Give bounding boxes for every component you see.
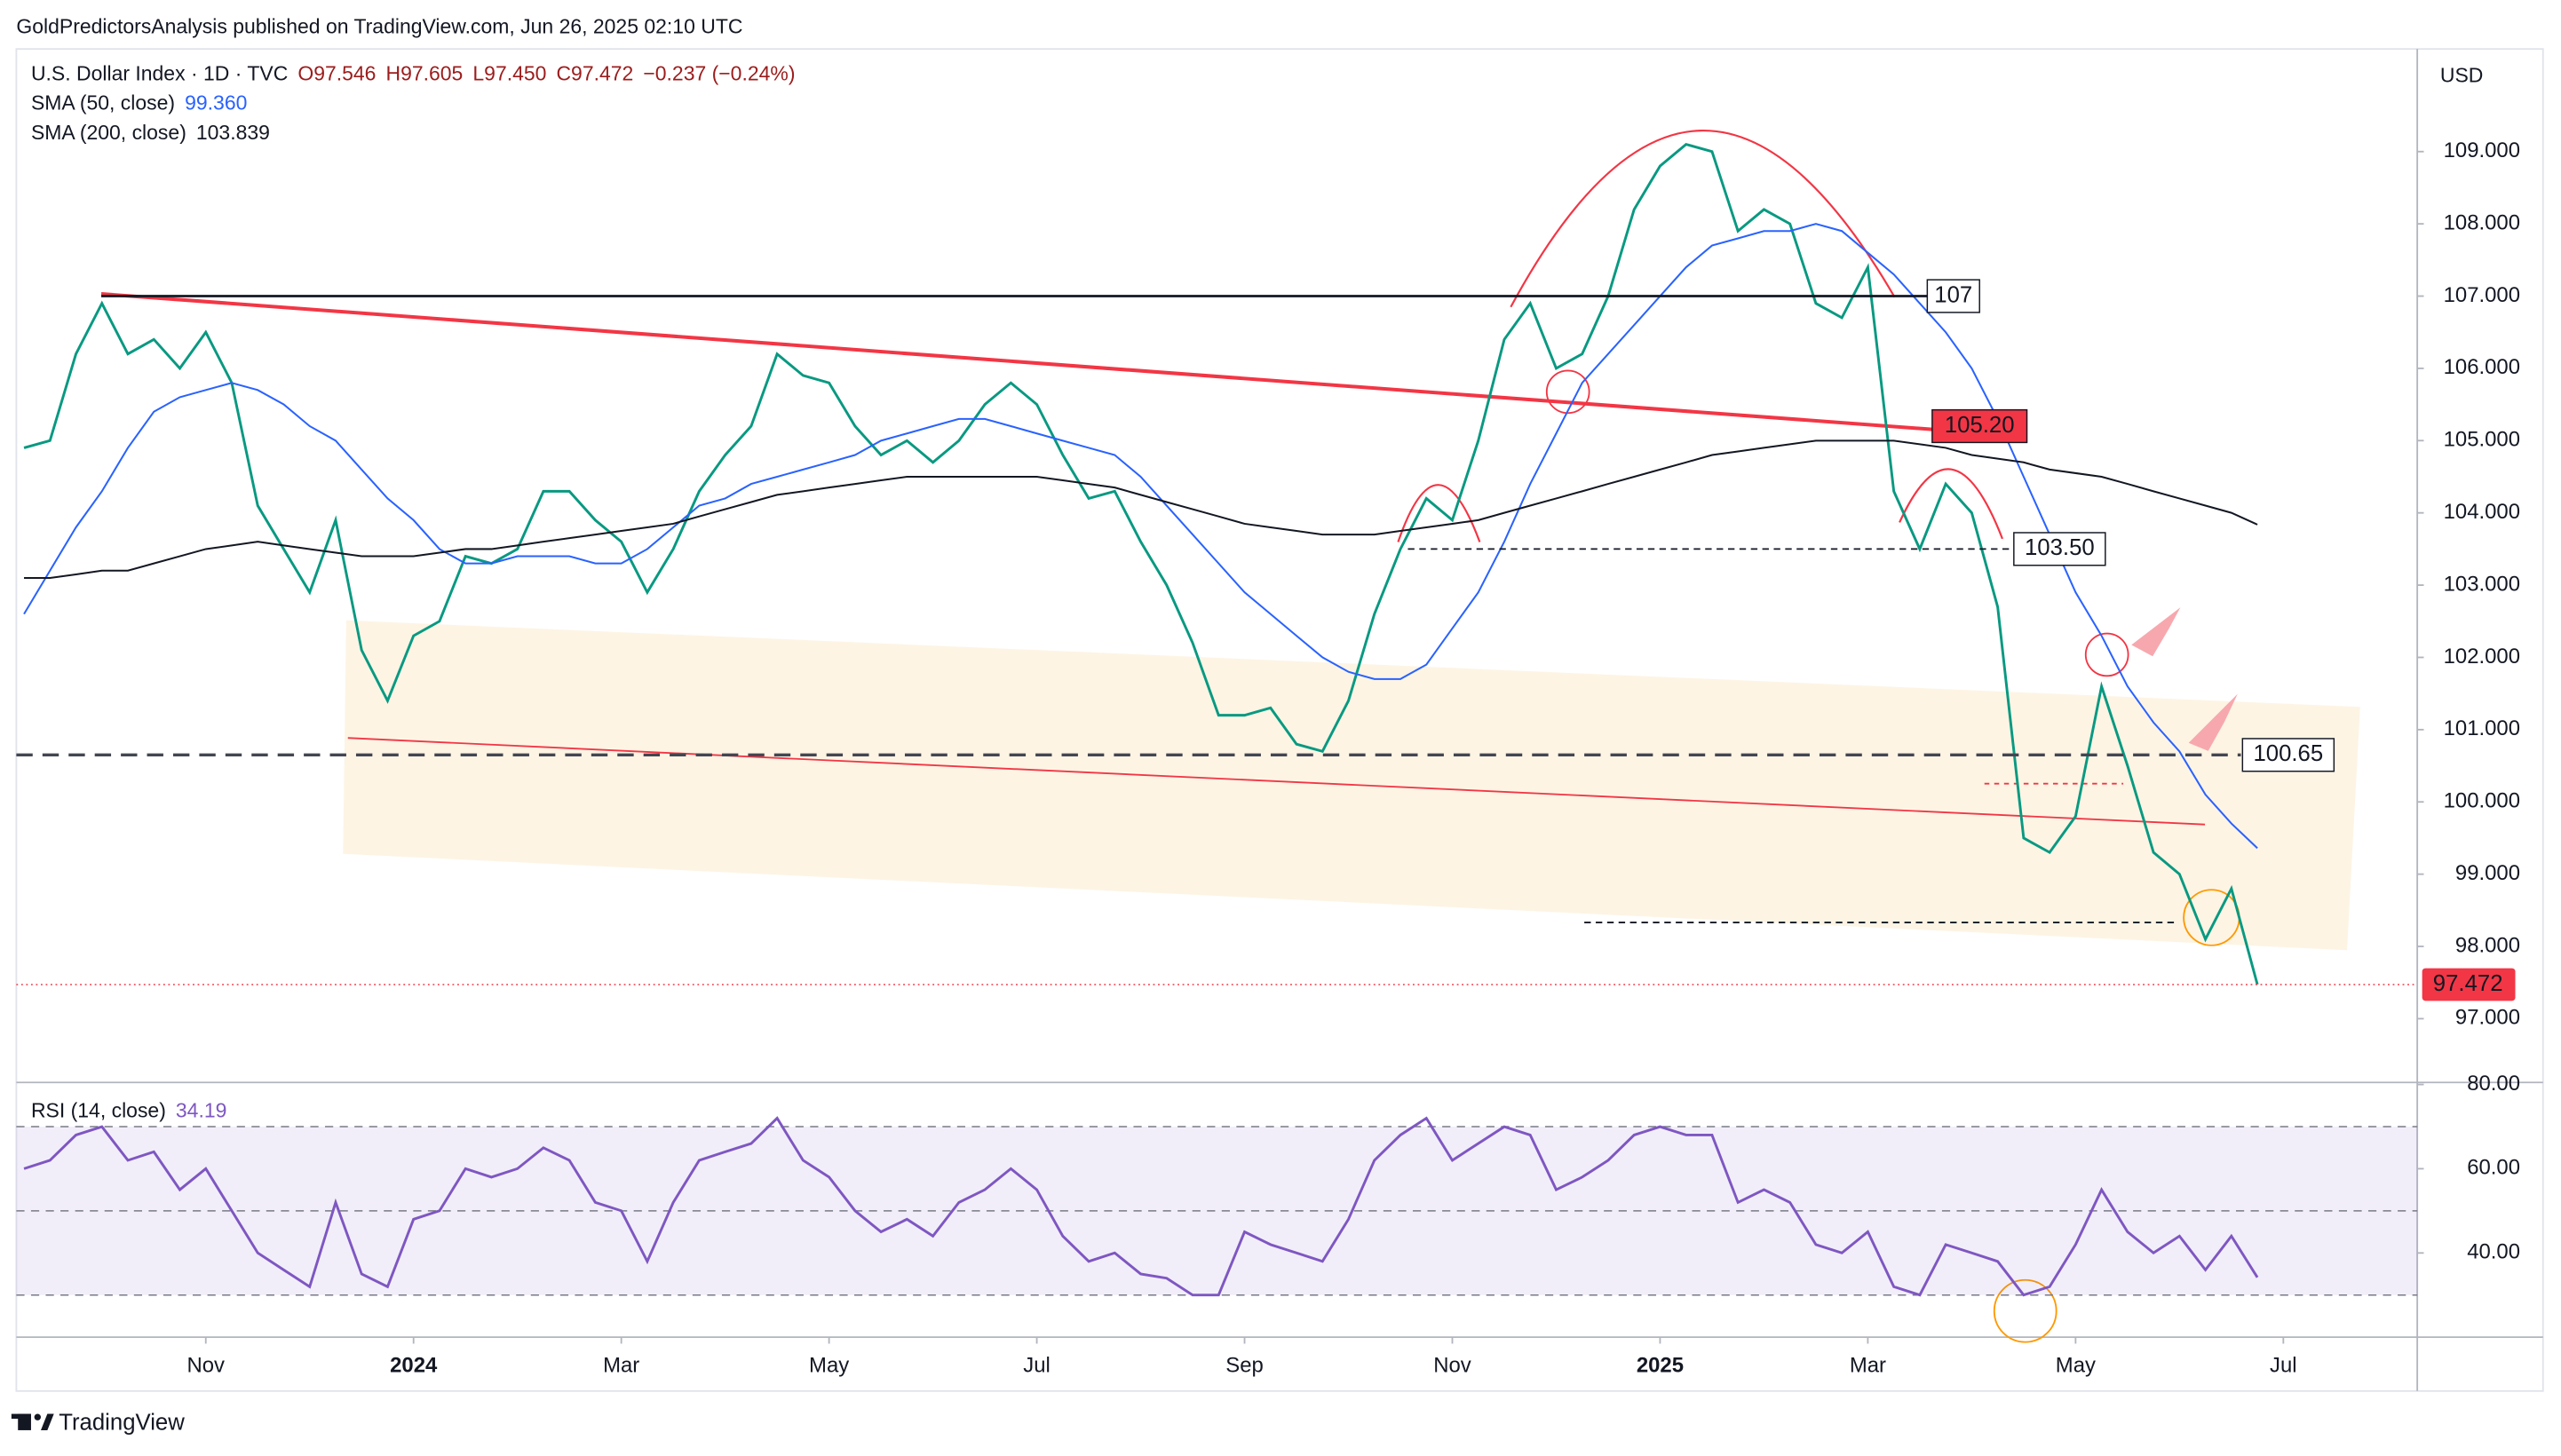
level-box [1926, 279, 1980, 313]
level-box [1931, 408, 2028, 444]
legend-name: SMA (200, close) [31, 121, 186, 144]
arc-top [1510, 130, 1896, 308]
y-tick-label: 60.00 [2467, 1156, 2520, 1180]
last-price-box [2422, 968, 2516, 1001]
channel-line [347, 737, 2206, 826]
ohlc: L97.450 [472, 62, 546, 85]
y-tick-label: 101.000 [2444, 716, 2520, 740]
y-tick-label: 103.000 [2444, 572, 2520, 596]
last-price-label: 97.472 [2433, 971, 2503, 996]
trend-line [100, 291, 1933, 431]
x-tick-label: Mar [603, 1354, 639, 1378]
level-label: 105.20 [1945, 413, 2015, 438]
series-line [23, 142, 2259, 985]
level-label: 100.65 [2253, 741, 2323, 766]
change: −0.237 (−0.24%) [643, 62, 795, 85]
x-tick-label: May [2056, 1354, 2096, 1378]
arc-small [1397, 484, 1481, 542]
ohlc: C97.472 [556, 62, 633, 85]
legend-rsi: RSI (14, close) 34.19 [31, 1098, 226, 1121]
y-tick-label: 80.00 [2467, 1072, 2520, 1096]
legend-value: 34.19 [176, 1098, 226, 1121]
circle-marker [1545, 369, 1590, 415]
series-line [23, 1116, 2259, 1297]
y-tick-label: 104.000 [2444, 500, 2520, 524]
y-tick-label: 40.00 [2467, 1240, 2520, 1264]
y-tick-label: 99.000 [2455, 861, 2520, 885]
level-box [2013, 532, 2106, 566]
series-line [24, 439, 2258, 580]
ohlc: H97.605 [386, 62, 464, 85]
series-line [23, 223, 2258, 850]
circle-marker [2084, 632, 2129, 677]
legend-sma50: SMA (50, close) 99.360 [31, 91, 247, 115]
symbol: U.S. Dollar Index · 1D · TVC [31, 62, 288, 85]
x-tick-label: 2025 [1637, 1354, 1684, 1378]
x-tick-label: May [809, 1354, 849, 1378]
legend-sma200: SMA (200, close) 103.839 [31, 121, 270, 144]
level-box [2241, 738, 2335, 772]
y-tick-label: 97.000 [2455, 1006, 2520, 1030]
x-tick-label: Jul [2270, 1354, 2297, 1378]
legend-value: 103.839 [196, 121, 270, 144]
publish-info: GoldPredictorsAnalysis published on Trad… [16, 14, 742, 37]
legend-main: U.S. Dollar Index · 1D · TVC O97.546 H97.6… [31, 62, 796, 85]
legend-name: RSI (14, close) [31, 1098, 166, 1121]
y-tick-label: 100.000 [2444, 789, 2520, 813]
currency: USD [2440, 64, 2484, 87]
level-label: 107 [1934, 282, 1972, 307]
arc-right [1899, 468, 2003, 540]
arrow [2188, 693, 2238, 751]
x-tick-label: 2024 [390, 1354, 438, 1378]
chart-frame [15, 48, 2544, 1392]
brand-logo [11, 1413, 54, 1430]
legend-name: SMA (50, close) [31, 91, 175, 115]
y-tick-label: 106.000 [2444, 355, 2520, 379]
plot-layer: 97.000 98.000 99.000 100.000 101.000 102.000 1… [16, 138, 2520, 1378]
x-tick-label: Mar [1850, 1354, 1886, 1378]
brand: TradingView [59, 1410, 185, 1435]
y-tick-label: 108.000 [2444, 210, 2520, 234]
x-tick-label: Nov [186, 1354, 225, 1378]
circle-marker [1993, 1278, 2058, 1343]
y-tick-label: 98.000 [2455, 933, 2520, 957]
x-tick-label: Sep [1225, 1354, 1264, 1378]
ohlc: O97.546 [297, 62, 376, 85]
x-tick-label: Nov [1433, 1354, 1471, 1378]
legend-value: 99.360 [185, 91, 247, 115]
arrow [2131, 607, 2181, 657]
level-label: 103.50 [2025, 535, 2095, 560]
y-tick-label: 102.000 [2444, 645, 2520, 669]
y-tick-label: 105.000 [2444, 428, 2520, 452]
y-tick-label: 109.000 [2444, 138, 2520, 162]
x-tick-label: Jul [1023, 1354, 1051, 1378]
y-tick-label: 107.000 [2444, 283, 2520, 307]
